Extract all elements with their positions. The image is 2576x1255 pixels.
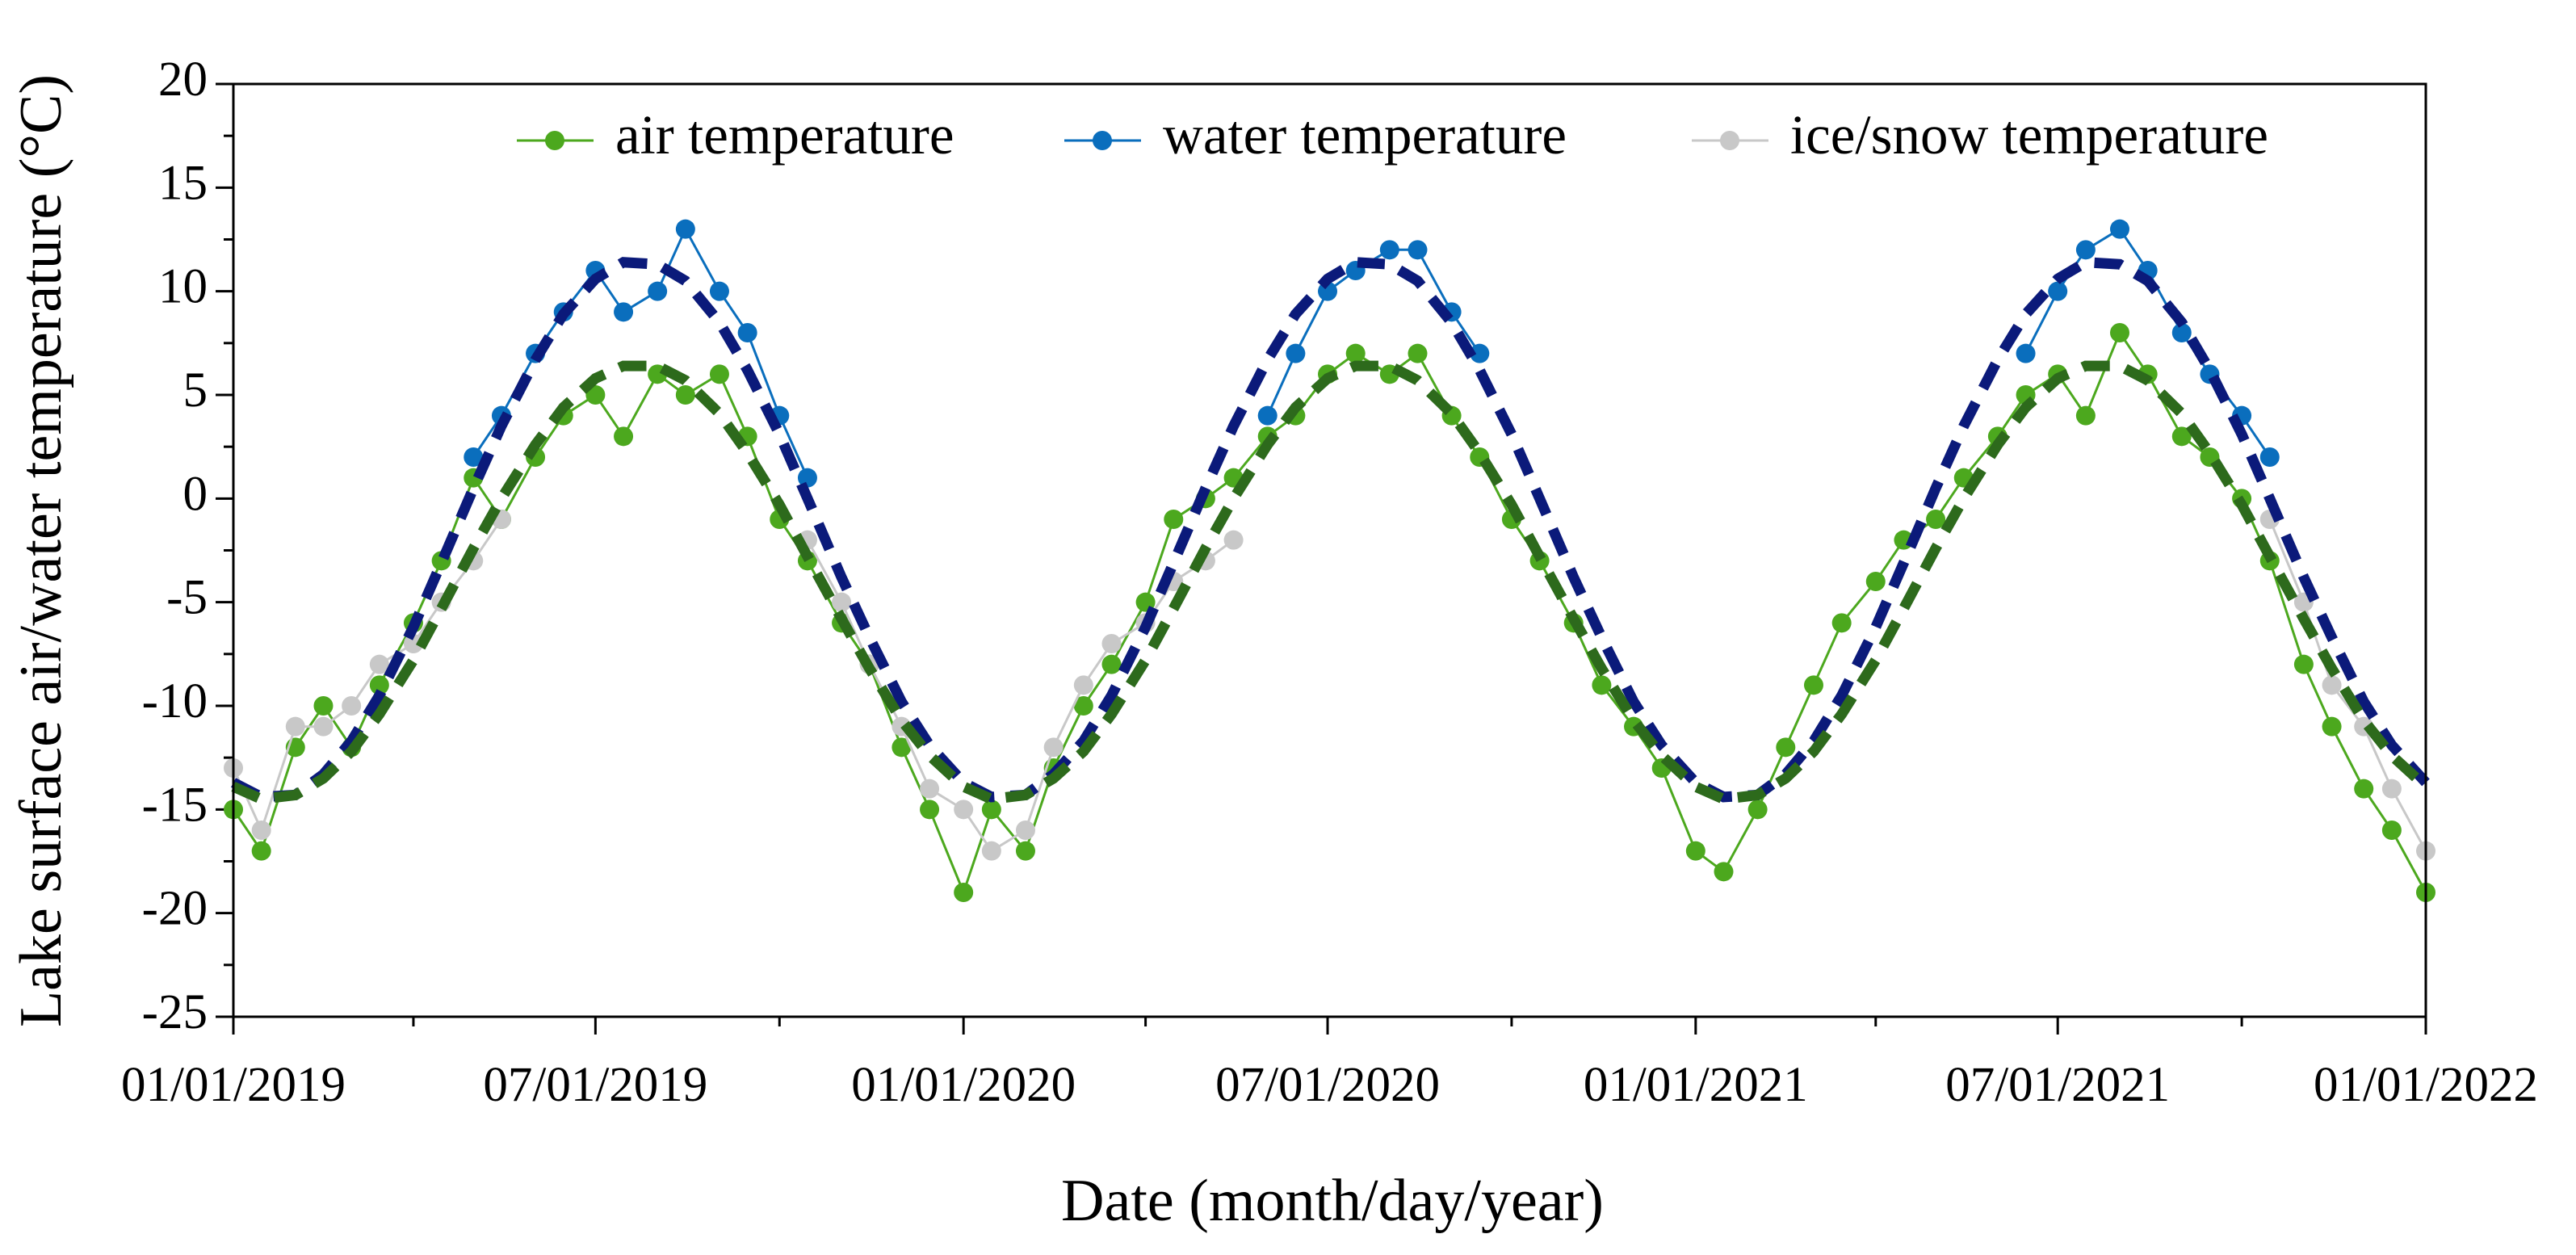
y-tick-label: 0 bbox=[183, 467, 208, 521]
data-point bbox=[1379, 240, 1399, 260]
data-point bbox=[369, 654, 389, 674]
data-point bbox=[832, 592, 852, 612]
data-point bbox=[1831, 613, 1852, 633]
data-point bbox=[2322, 716, 2342, 737]
y-tick-label: 15 bbox=[158, 156, 208, 210]
data-point bbox=[1592, 675, 1612, 695]
data-point bbox=[1803, 675, 1823, 695]
data-point bbox=[981, 841, 1001, 861]
data-point bbox=[585, 385, 606, 405]
data-point bbox=[892, 737, 912, 758]
data-point bbox=[1015, 821, 1035, 840]
data-point bbox=[797, 468, 817, 488]
data-point bbox=[2259, 447, 2280, 467]
data-point bbox=[614, 302, 634, 322]
data-point bbox=[1015, 841, 1035, 861]
data-point bbox=[313, 716, 334, 737]
data-point bbox=[2075, 405, 2096, 426]
data-point bbox=[1073, 675, 1093, 695]
data-point bbox=[614, 426, 634, 447]
data-point bbox=[1164, 510, 1184, 529]
y-tick-label: -10 bbox=[142, 674, 208, 728]
data-point bbox=[2322, 675, 2342, 695]
data-point bbox=[1345, 343, 1366, 363]
data-point bbox=[2171, 426, 2192, 447]
data-point bbox=[1073, 696, 1093, 716]
fit-line bbox=[231, 257, 2430, 803]
y-tick-label: -20 bbox=[142, 882, 208, 936]
data-point bbox=[1101, 634, 1122, 653]
data-point bbox=[981, 800, 1001, 820]
legend-marker bbox=[545, 131, 564, 150]
data-point bbox=[709, 364, 729, 384]
data-point bbox=[1043, 737, 1064, 758]
data-point bbox=[369, 675, 389, 695]
legend-label: water temperature bbox=[1163, 104, 1567, 166]
data-point bbox=[342, 696, 362, 716]
data-point bbox=[2016, 343, 2036, 363]
y-tick-label: -5 bbox=[166, 571, 208, 625]
y-tick-label: -15 bbox=[142, 778, 208, 832]
data-point bbox=[1101, 654, 1122, 674]
x-tick-label: 01/01/2020 bbox=[851, 1058, 1076, 1112]
data-point bbox=[2075, 240, 2096, 260]
data-point bbox=[2048, 281, 2068, 301]
data-point bbox=[2109, 323, 2129, 342]
data-point bbox=[1408, 343, 1428, 363]
x-tick-label: 07/01/2021 bbox=[1945, 1058, 2170, 1112]
data-point bbox=[1685, 841, 1705, 861]
data-point bbox=[737, 323, 757, 342]
y-tick-label: 5 bbox=[183, 363, 208, 418]
data-point bbox=[920, 800, 940, 820]
fit-line bbox=[231, 360, 2430, 805]
series-line bbox=[232, 518, 2427, 853]
data-point bbox=[1223, 530, 1244, 550]
y-tick-label: 10 bbox=[158, 260, 208, 314]
data-point bbox=[1776, 737, 1796, 758]
data-point bbox=[464, 447, 484, 467]
data-point bbox=[675, 385, 695, 405]
data-point bbox=[1470, 343, 1490, 363]
data-point bbox=[2381, 821, 2402, 840]
x-tick-label: 07/01/2020 bbox=[1215, 1058, 1440, 1112]
data-point bbox=[1865, 572, 1886, 591]
data-point bbox=[1926, 510, 1946, 529]
data-point bbox=[2293, 654, 2314, 674]
data-point bbox=[1714, 862, 1734, 882]
data-point bbox=[1286, 343, 1306, 363]
data-point bbox=[1747, 800, 1768, 820]
data-point bbox=[1408, 240, 1428, 260]
legend-marker bbox=[1720, 131, 1739, 150]
data-point bbox=[675, 219, 695, 239]
x-tick-label: 01/01/2022 bbox=[2314, 1058, 2538, 1112]
data-point bbox=[2109, 219, 2129, 239]
legend-label: air temperature bbox=[615, 104, 954, 166]
data-point bbox=[954, 883, 974, 902]
data-point bbox=[285, 716, 305, 737]
data-point bbox=[2171, 323, 2192, 342]
y-tick-label: 20 bbox=[158, 52, 208, 107]
y-axis-title: Lake surface air/water temperature (°C) bbox=[8, 74, 74, 1027]
data-point bbox=[251, 841, 271, 861]
data-point bbox=[648, 281, 668, 301]
data-point bbox=[2354, 779, 2374, 799]
data-point bbox=[403, 634, 423, 653]
legend-marker bbox=[1093, 131, 1112, 150]
data-point bbox=[709, 281, 729, 301]
x-tick-label: 01/01/2021 bbox=[1584, 1058, 1808, 1112]
data-point bbox=[251, 821, 271, 840]
data-point bbox=[954, 800, 974, 820]
x-tick-label: 07/01/2019 bbox=[483, 1058, 707, 1112]
y-tick-label: -25 bbox=[142, 985, 208, 1039]
data-point bbox=[2381, 779, 2402, 799]
legend-label: ice/snow temperature bbox=[1790, 104, 2268, 166]
data-point bbox=[313, 696, 334, 716]
x-axis-title: Date (month/day/year) bbox=[1061, 1168, 1604, 1234]
plot-frame bbox=[232, 82, 2427, 1018]
data-point bbox=[920, 779, 940, 799]
x-tick-label: 01/01/2019 bbox=[121, 1058, 346, 1112]
data-point bbox=[1257, 405, 1278, 426]
